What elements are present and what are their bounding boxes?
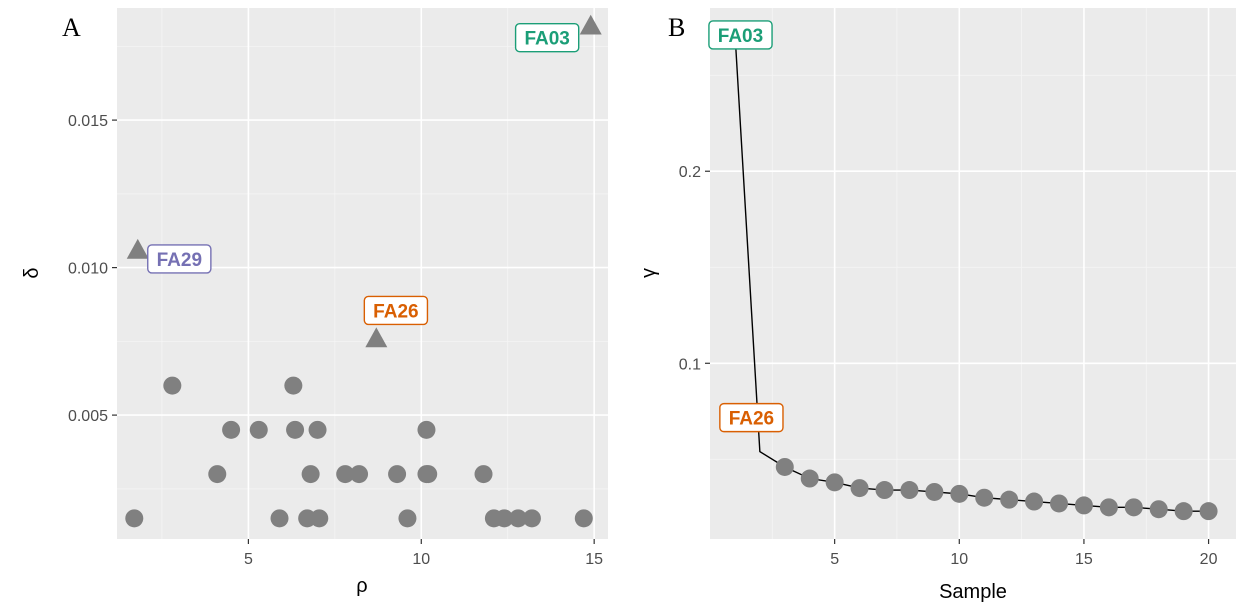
panel-b-y-axis-title: γ xyxy=(638,268,660,278)
panel-b-data-point xyxy=(1050,494,1069,513)
panel-b-x-tick-label: 10 xyxy=(950,551,968,568)
panel-a-data-point xyxy=(125,509,144,528)
panel-b-point-label: FA26 xyxy=(729,409,774,430)
panel-a-data-point xyxy=(398,509,417,528)
panel-a-data-point xyxy=(388,465,407,484)
panel-b-data-point xyxy=(1199,502,1218,521)
panel-b-background xyxy=(710,8,1236,539)
panel-a-y-axis-title: δ xyxy=(21,267,43,278)
panel-a-data-point xyxy=(301,465,320,484)
panel-b-x-axis-title: Sample xyxy=(939,581,1007,603)
panel-a-outlier-triangle xyxy=(126,238,149,259)
panel-a-data-point xyxy=(208,465,227,484)
panel-b-data-point xyxy=(1124,498,1143,517)
panel-a-point-label-box xyxy=(514,23,580,53)
panel-a-data-point xyxy=(310,509,329,528)
panel-a-data-point xyxy=(308,420,327,439)
panel-a-point-label: FA29 xyxy=(157,250,202,271)
panel-a-data-point xyxy=(249,420,268,439)
panel-a-data-point xyxy=(509,509,528,528)
panel-a-data-point xyxy=(474,465,493,484)
panel-b-data-point xyxy=(775,457,794,476)
panel-b-plot: FA03 FA26 5 10 15 20 0.1 0.2 Sample γ xyxy=(638,8,1236,603)
panel-a-y-tick-label: 0.005 xyxy=(68,408,108,425)
panel-a-data-point xyxy=(270,509,289,528)
panel-b-data-point xyxy=(1099,498,1118,517)
panel-b-point-label-box xyxy=(719,402,784,433)
panel-b-point-label: FA03 xyxy=(718,26,763,47)
panel-a-y-tick-label: 0.015 xyxy=(68,113,108,130)
panel-b-data-point xyxy=(1149,500,1168,519)
panel-b-data-point xyxy=(925,482,944,501)
panel-b-data-point xyxy=(950,484,969,503)
panel-b-point-label-box xyxy=(708,20,773,50)
panel-a-outlier-triangle xyxy=(365,327,388,348)
panel-a-plot: FA03 FA29 FA26 5 10 15 0.005 0.010 0.015 ρ δ xyxy=(21,8,608,597)
panel-a-point-label: FA26 xyxy=(373,301,418,322)
panel-a-letter: A xyxy=(62,13,81,42)
panel-b-data-point xyxy=(1074,496,1093,515)
panel-b-x-tick-label: 15 xyxy=(1075,551,1093,568)
panel-b-x-tick-label: 5 xyxy=(830,551,839,568)
panel-a-data-point xyxy=(495,509,514,528)
panel-a-data-point xyxy=(286,420,305,439)
panel-b-data-point xyxy=(1000,490,1019,509)
panel-b-data-point xyxy=(1025,492,1044,511)
panel-a-data-point xyxy=(574,509,593,528)
panel-a-point-label-box xyxy=(147,244,212,274)
panel-b-y-tick-label: 0.2 xyxy=(679,164,701,181)
panel-a-x-axis-title: ρ xyxy=(356,575,367,597)
panel-b-data-point xyxy=(975,488,994,507)
panel-a-outlier-triangle xyxy=(579,14,602,35)
panel-a-y-tick-label: 0.010 xyxy=(68,261,108,278)
panel-b-data-point xyxy=(900,481,919,500)
panel-a-x-tick-label: 15 xyxy=(585,551,603,568)
panel-a-point-label-box xyxy=(363,295,429,326)
panel-b-data-point xyxy=(800,469,819,488)
panel-a-data-point xyxy=(284,376,303,395)
panel-b-data-point xyxy=(875,481,894,500)
panel-a-data-point xyxy=(417,420,436,439)
panel-a-data-point xyxy=(163,376,182,395)
panel-b-data-point xyxy=(1174,502,1193,521)
panel-a-data-point xyxy=(336,465,355,484)
panel-a-data-point xyxy=(350,465,369,484)
panel-a-x-tick-label: 5 xyxy=(244,551,253,568)
panel-b-data-point xyxy=(850,479,869,498)
panel-a-point-label: FA03 xyxy=(524,29,569,50)
panel-a-x-tick-label: 10 xyxy=(412,551,430,568)
panel-a-data-point xyxy=(419,465,438,484)
panel-b-y-tick-label: 0.1 xyxy=(679,356,701,373)
panel-a-data-point xyxy=(222,420,241,439)
panel-a-data-point xyxy=(522,509,541,528)
panel-b-x-tick-label: 20 xyxy=(1200,551,1218,568)
panel-b-data-point xyxy=(825,473,844,492)
panel-b-letter: B xyxy=(668,13,685,42)
